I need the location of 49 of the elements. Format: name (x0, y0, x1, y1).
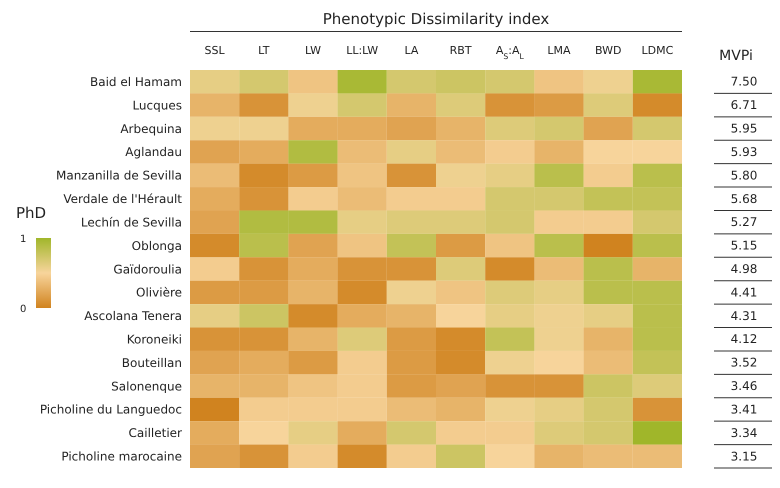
y2-tick-label: 4.98 (730, 262, 758, 276)
y2-axis-title: MVPi (718, 48, 754, 64)
color-bar-label: 0 (20, 304, 26, 315)
y-tick-label: Picholine marocaine (61, 450, 182, 464)
y-tick-label: Ascolana Tenera (84, 309, 182, 324)
y2-tick-label: 4.41 (730, 285, 758, 300)
color-bar-label: 1 (20, 234, 26, 245)
y2-tick-label: 3.46 (730, 379, 758, 394)
y-tick-label: Gaïdoroulia (113, 262, 182, 276)
y-tick-label: Picholine du Languedoc (40, 402, 182, 417)
x-tick-label: A$_{S}$:A$_{L}$ (496, 44, 524, 60)
y2-tick-label: 5.95 (730, 122, 758, 136)
y-tick-label: Olivière (136, 286, 182, 300)
x-tick-label: LT (258, 44, 270, 57)
y2-tick-label: 3.34 (730, 426, 758, 440)
y-tick-label: Lechín de Sevilla (80, 215, 182, 230)
y2-tick-label: 5.27 (730, 215, 758, 230)
y-tick-label: Arbequina (120, 122, 182, 136)
y2-tick-label: 6.71 (730, 98, 758, 112)
y2-tick-label: 3.41 (730, 402, 758, 416)
x-tick-label: BWD (594, 44, 622, 57)
y-tick-label: Aglandau (125, 145, 182, 160)
y-tick-label: Manzanilla de Sevilla (56, 168, 182, 183)
y-tick-label: Cailletier (128, 426, 182, 440)
x-tick-label: LDMC (642, 44, 674, 57)
y-tick-label: Koroneiki (126, 332, 182, 346)
y-tick-label: Salonenque (111, 379, 182, 394)
y2-tick-label: 7.50 (730, 74, 758, 89)
y2-tick-label: 5.15 (730, 238, 758, 253)
y2-tick-label: 4.31 (730, 308, 758, 323)
x-tick-label: LW (305, 44, 322, 57)
y-tick-label: Bouteillan (122, 356, 182, 370)
y2-tick-label: 3.52 (730, 356, 758, 370)
x-tick-label: LA (404, 44, 419, 57)
x-tick-label: LL:LW (346, 44, 378, 57)
y-tick-label: Oblonga (132, 238, 182, 253)
color-bar-title: PhD (16, 204, 46, 222)
y-tick-label: Lucques (132, 98, 182, 112)
y2-tick-label: 4.12 (730, 332, 758, 346)
chart-title: Phenotypic Dissimilarity index (190, 10, 682, 32)
y2-tick-label: 3.15 (730, 449, 758, 464)
y-tick-label: Baid el Hamam (90, 74, 182, 89)
y2-tick-label: 5.80 (730, 168, 758, 182)
x-tick-label: SSL (204, 44, 226, 57)
x-tick-label: LMA (547, 44, 572, 57)
y-tick-label: Verdale de l'Hérault (63, 192, 182, 206)
y2-tick-label: 5.68 (730, 192, 758, 206)
y2-tick-label: 5.93 (730, 144, 758, 159)
x-tick-label: RBT (450, 44, 472, 57)
